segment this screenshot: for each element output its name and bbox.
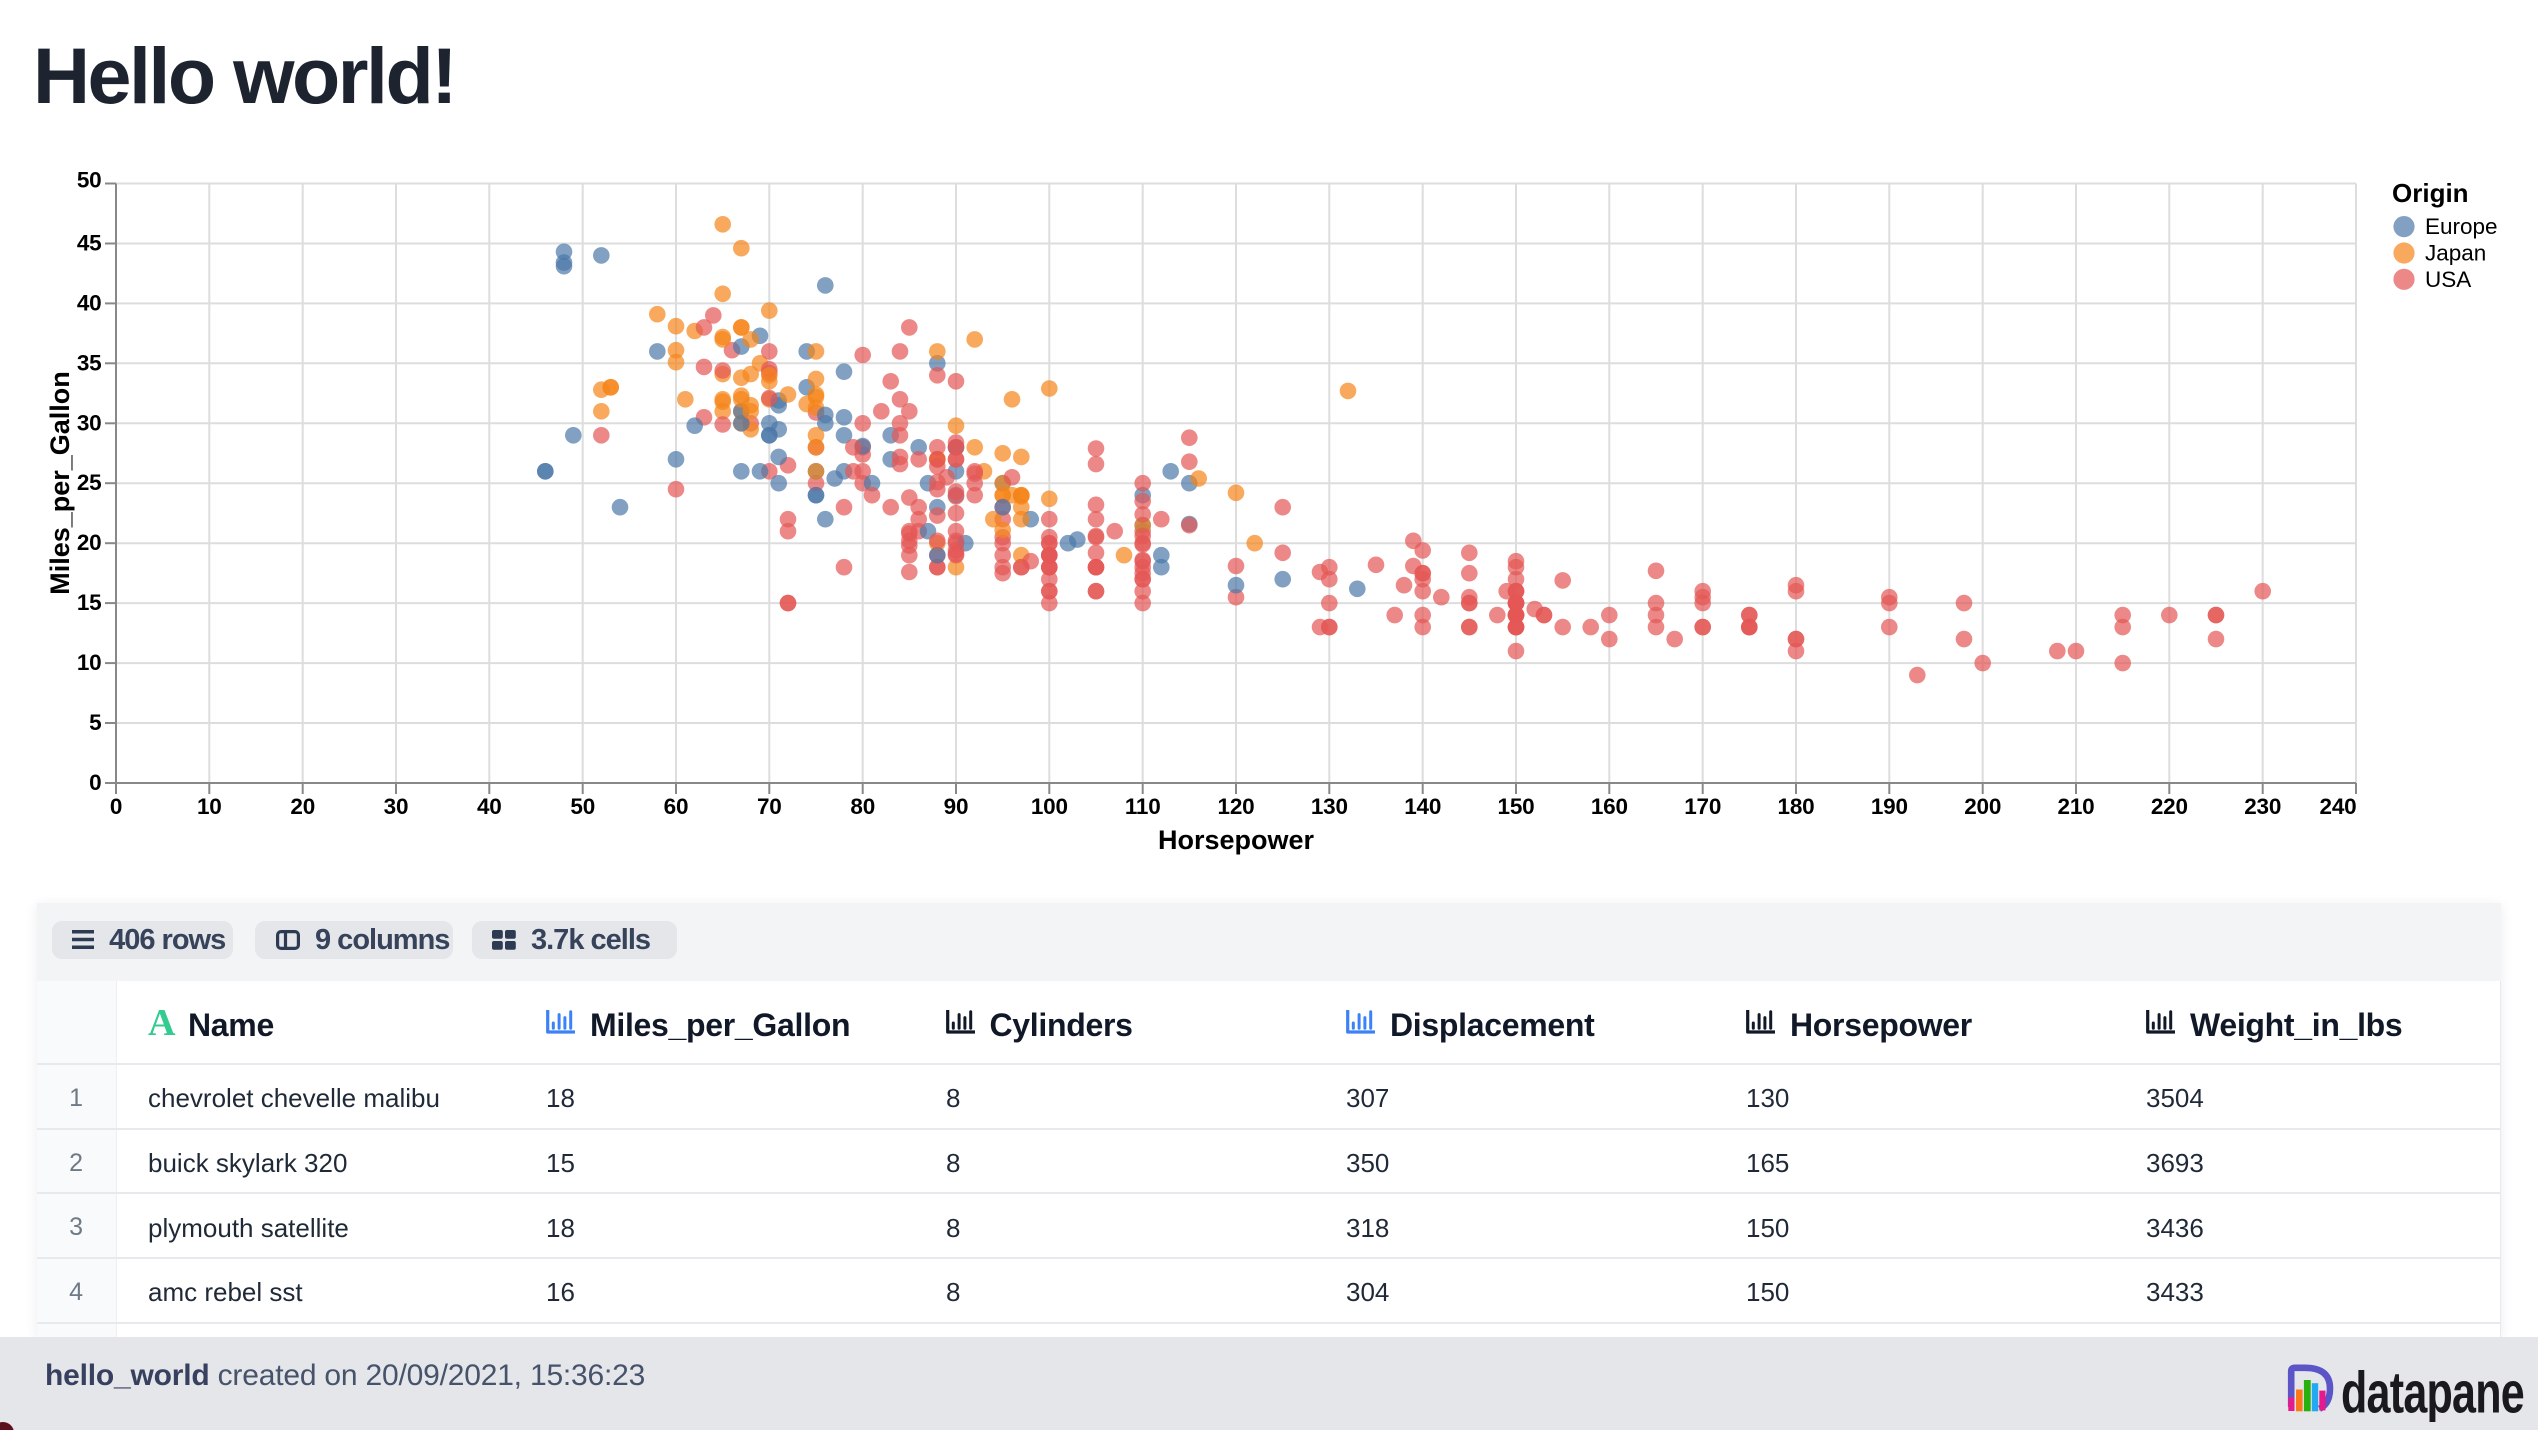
svg-text:60: 60 xyxy=(664,794,689,819)
svg-text:40: 40 xyxy=(77,290,102,315)
svg-text:170: 170 xyxy=(1684,794,1721,819)
svg-text:Japan: Japan xyxy=(2425,241,2486,266)
svg-text:25: 25 xyxy=(77,470,102,495)
svg-text:80: 80 xyxy=(850,794,875,819)
svg-text:160: 160 xyxy=(1591,794,1628,819)
svg-text:140: 140 xyxy=(1404,794,1441,819)
svg-text:230: 230 xyxy=(2244,794,2281,819)
svg-text:0: 0 xyxy=(89,770,101,795)
svg-text:90: 90 xyxy=(944,794,969,819)
svg-text:Origin: Origin xyxy=(2392,178,2469,208)
svg-text:150: 150 xyxy=(1498,794,1535,819)
svg-text:130: 130 xyxy=(1311,794,1348,819)
svg-text:20: 20 xyxy=(290,794,315,819)
svg-text:30: 30 xyxy=(77,410,102,435)
svg-text:50: 50 xyxy=(77,167,102,192)
svg-text:0: 0 xyxy=(110,794,122,819)
svg-text:10: 10 xyxy=(77,650,102,675)
svg-text:datapane: datapane xyxy=(2341,1361,2524,1423)
svg-text:240: 240 xyxy=(2320,794,2357,819)
svg-text:200: 200 xyxy=(1964,794,2001,819)
svg-text:45: 45 xyxy=(77,231,102,256)
svg-text:Horsepower: Horsepower xyxy=(1158,825,1315,855)
svg-text:110: 110 xyxy=(1125,794,1161,819)
svg-text:USA: USA xyxy=(2425,267,2471,292)
svg-text:Europe: Europe xyxy=(2425,214,2498,239)
svg-text:50: 50 xyxy=(570,794,595,819)
svg-text:120: 120 xyxy=(1218,794,1255,819)
svg-text:70: 70 xyxy=(757,794,782,819)
svg-text:190: 190 xyxy=(1871,794,1908,819)
svg-text:15: 15 xyxy=(77,590,102,615)
svg-text:Miles_per_Gallon: Miles_per_Gallon xyxy=(45,371,75,595)
svg-text:210: 210 xyxy=(2058,794,2095,819)
svg-text:180: 180 xyxy=(1778,794,1815,819)
svg-text:220: 220 xyxy=(2151,794,2188,819)
svg-text:30: 30 xyxy=(384,794,409,819)
svg-text:5: 5 xyxy=(89,710,101,735)
svg-text:35: 35 xyxy=(77,350,102,375)
svg-text:100: 100 xyxy=(1031,794,1068,819)
svg-text:40: 40 xyxy=(477,794,502,819)
svg-text:10: 10 xyxy=(197,794,222,819)
svg-text:20: 20 xyxy=(77,530,102,555)
